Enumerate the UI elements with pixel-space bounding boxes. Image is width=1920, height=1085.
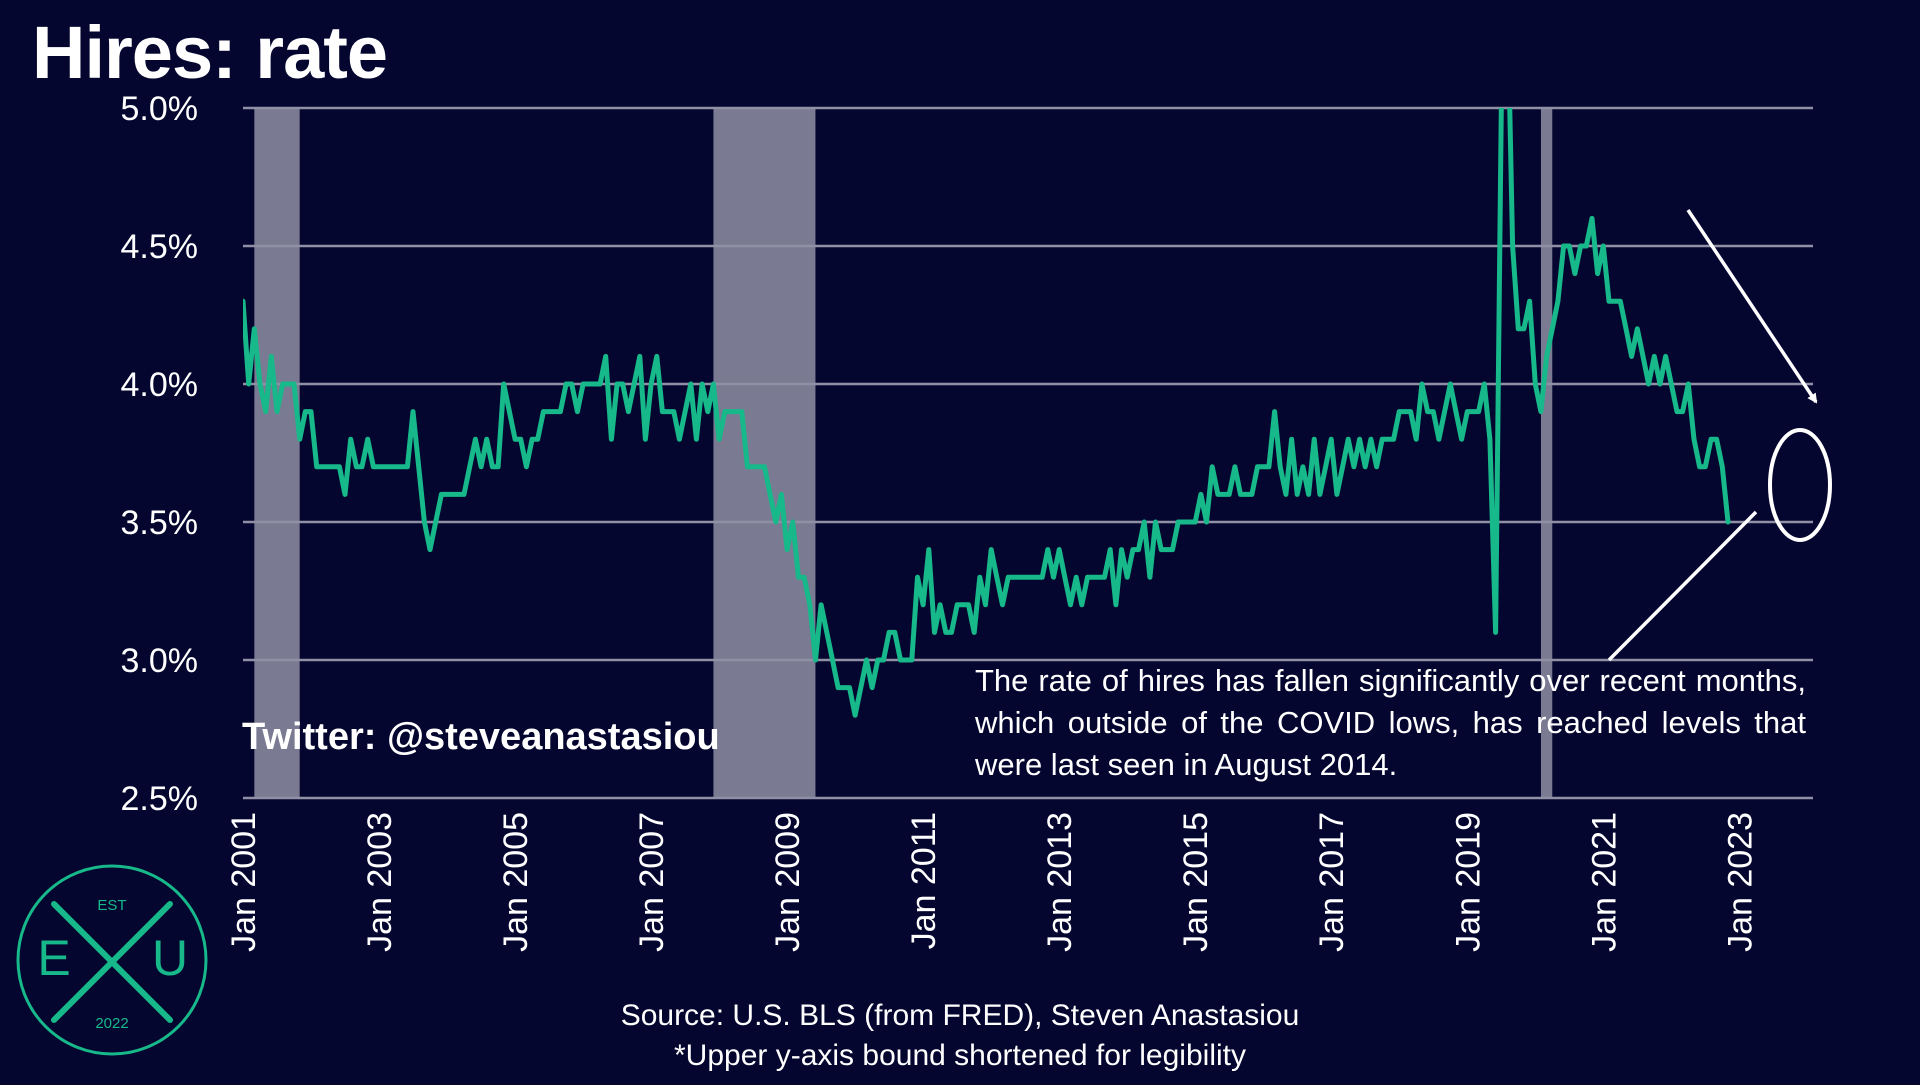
y-tick-label: 2.5%	[121, 780, 199, 818]
x-tick-label: Jan 2023	[1721, 812, 1759, 952]
x-tick-label: Jan 2013	[1041, 812, 1079, 952]
highlight-ellipse	[1768, 428, 1832, 542]
svg-text:U: U	[152, 930, 188, 986]
footnote-line: *Upper y-axis bound shortened for legibi…	[674, 1039, 1246, 1072]
x-tick-label: Jan 2009	[769, 812, 807, 952]
y-tick-label: 3.0%	[121, 642, 199, 680]
x-tick-label: Jan 2007	[633, 812, 671, 952]
grid-lines	[243, 106, 1813, 800]
logo: EST E U 2022	[16, 864, 208, 1056]
recession-band	[713, 108, 816, 798]
recession-band	[1540, 108, 1553, 798]
series-layer	[243, 108, 1731, 718]
x-tick-label: Jan 2001	[225, 812, 263, 952]
y-tick-label: 4.5%	[121, 228, 199, 266]
svg-text:EST: EST	[97, 897, 126, 914]
annotation-text: The rate of hires has fallen significant…	[975, 663, 1806, 782]
x-tick-label: Jan 2003	[361, 812, 399, 952]
x-tick-label: Jan 2005	[497, 812, 535, 952]
recession-band	[254, 108, 300, 798]
x-tick-label: Jan 2021	[1585, 812, 1623, 952]
callout-line	[1607, 510, 1758, 662]
trend-arrow	[1686, 209, 1818, 404]
y-tick-label: 4.0%	[121, 366, 199, 404]
x-tick-label: Jan 2011	[905, 812, 943, 949]
chart-title: Hires: rate	[32, 11, 388, 94]
svg-text:E: E	[37, 930, 70, 986]
annotation-decor	[1607, 209, 1832, 662]
x-tick-label: Jan 2019	[1449, 812, 1487, 952]
y-tick-label: 3.5%	[121, 504, 199, 542]
x-tick-label: Jan 2015	[1177, 812, 1215, 952]
y-axis-ticks: 2.5% 3.0% 3.5% 4.0% 4.5% 5.0%	[121, 90, 199, 818]
twitter-handle: Twitter: @steveanastasiou	[242, 716, 720, 758]
series-line-hires-rate	[243, 108, 1731, 718]
x-tick-label: Jan 2017	[1313, 812, 1351, 952]
x-axis-ticks: Jan 2001 Jan 2003 Jan 2005 Jan 2007 Jan 2009…	[225, 812, 1759, 952]
source-note: Source: U.S. BLS (from FRED), Steven Ana…	[0, 996, 1920, 1076]
recession-bands	[254, 108, 1553, 798]
source-line: Source: U.S. BLS (from FRED), Steven Ana…	[620, 999, 1300, 1032]
y-tick-label: 5.0%	[121, 90, 199, 128]
svg-text:2022: 2022	[95, 1015, 128, 1032]
